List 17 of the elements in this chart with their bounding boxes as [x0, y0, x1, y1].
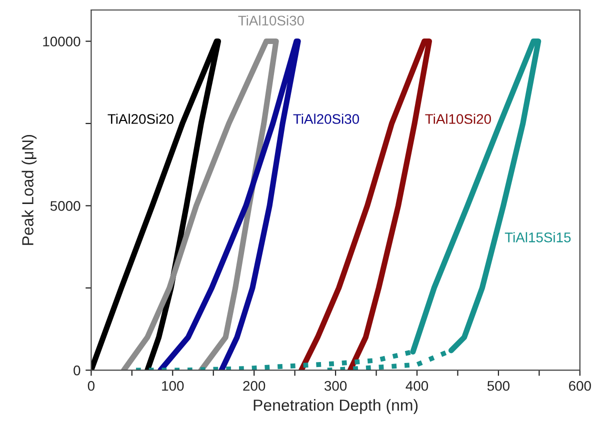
series-label: TiAl15Si15	[504, 232, 571, 242]
x-tick-label: 300	[324, 380, 347, 391]
x-tick-label: 500	[487, 380, 510, 391]
series-label: TiAl20Si20	[108, 114, 174, 124]
x-axis-title: Penetration Depth (nm)	[254, 399, 418, 414]
x-tick-label: 600	[569, 380, 591, 391]
series-label: TiAl10Si20	[425, 114, 491, 124]
series-label: TiAl10Si30	[238, 15, 304, 26]
x-tick-label: 0	[88, 380, 95, 391]
y-tick-label: 5000	[50, 201, 80, 211]
x-tick-label: 200	[243, 380, 266, 391]
x-tick-label: 100	[162, 380, 184, 391]
y-axis-title: Peak Load (μN)	[22, 134, 37, 245]
series-label: TiAl20Si30	[293, 114, 360, 124]
y-tick-label: 0	[74, 366, 80, 376]
y-tick-label: 10000	[43, 36, 80, 46]
x-tick-label: 400	[406, 380, 428, 391]
